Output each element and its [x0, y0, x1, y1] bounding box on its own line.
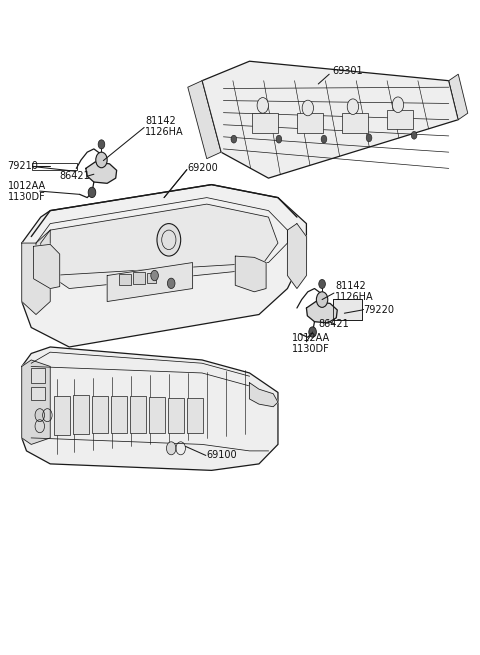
Polygon shape [22, 185, 306, 347]
Text: 86421: 86421 [318, 319, 349, 329]
Polygon shape [250, 383, 278, 407]
Polygon shape [306, 301, 337, 323]
Bar [147, 273, 156, 284]
Bar [31, 387, 45, 400]
Text: 79220: 79220 [363, 305, 395, 315]
Bar [73, 395, 89, 434]
Bar [387, 110, 413, 130]
Circle shape [319, 280, 325, 289]
Circle shape [276, 136, 282, 143]
Bar [130, 396, 145, 433]
Bar [168, 398, 183, 433]
Polygon shape [202, 61, 458, 178]
Circle shape [392, 97, 404, 113]
Circle shape [302, 100, 313, 116]
Text: 1012AA
1130DF: 1012AA 1130DF [8, 181, 46, 202]
Circle shape [257, 98, 268, 113]
Polygon shape [34, 244, 60, 289]
Text: 1012AA
1130DF: 1012AA 1130DF [292, 333, 330, 354]
Bar [31, 368, 45, 383]
Text: 69200: 69200 [188, 163, 218, 174]
Bar [187, 398, 203, 433]
Polygon shape [86, 162, 117, 183]
Circle shape [167, 442, 176, 455]
Text: 69301: 69301 [333, 66, 363, 76]
Circle shape [96, 152, 107, 168]
Bar [342, 113, 368, 133]
Bar [333, 299, 362, 320]
Text: 79210: 79210 [8, 161, 38, 172]
Circle shape [231, 136, 237, 143]
Bar [133, 272, 145, 284]
Polygon shape [22, 230, 50, 314]
Bar [111, 396, 127, 434]
Text: 81142
1126HA: 81142 1126HA [145, 116, 184, 137]
Bar [149, 397, 165, 433]
Circle shape [321, 136, 327, 143]
Text: 69100: 69100 [207, 451, 238, 460]
Bar [32, 162, 77, 170]
Polygon shape [449, 74, 468, 120]
Bar [54, 396, 70, 435]
Bar [333, 299, 362, 320]
Bar [92, 396, 108, 434]
Polygon shape [22, 347, 278, 470]
Circle shape [98, 140, 105, 149]
Circle shape [411, 132, 417, 139]
Polygon shape [22, 360, 50, 444]
Polygon shape [41, 204, 278, 289]
Text: 86421: 86421 [60, 171, 90, 181]
Circle shape [88, 187, 96, 198]
Polygon shape [235, 256, 266, 291]
Circle shape [366, 134, 372, 141]
Circle shape [168, 278, 175, 289]
Circle shape [347, 99, 359, 115]
Polygon shape [188, 81, 221, 159]
Circle shape [151, 271, 158, 281]
Bar [119, 274, 131, 286]
Bar [297, 113, 323, 133]
Polygon shape [107, 263, 192, 301]
Bar [252, 113, 278, 133]
Circle shape [309, 327, 316, 337]
Polygon shape [288, 223, 306, 289]
Circle shape [157, 223, 180, 256]
Text: 81142
1126HA: 81142 1126HA [335, 282, 373, 302]
Circle shape [316, 291, 328, 307]
Circle shape [35, 409, 45, 422]
